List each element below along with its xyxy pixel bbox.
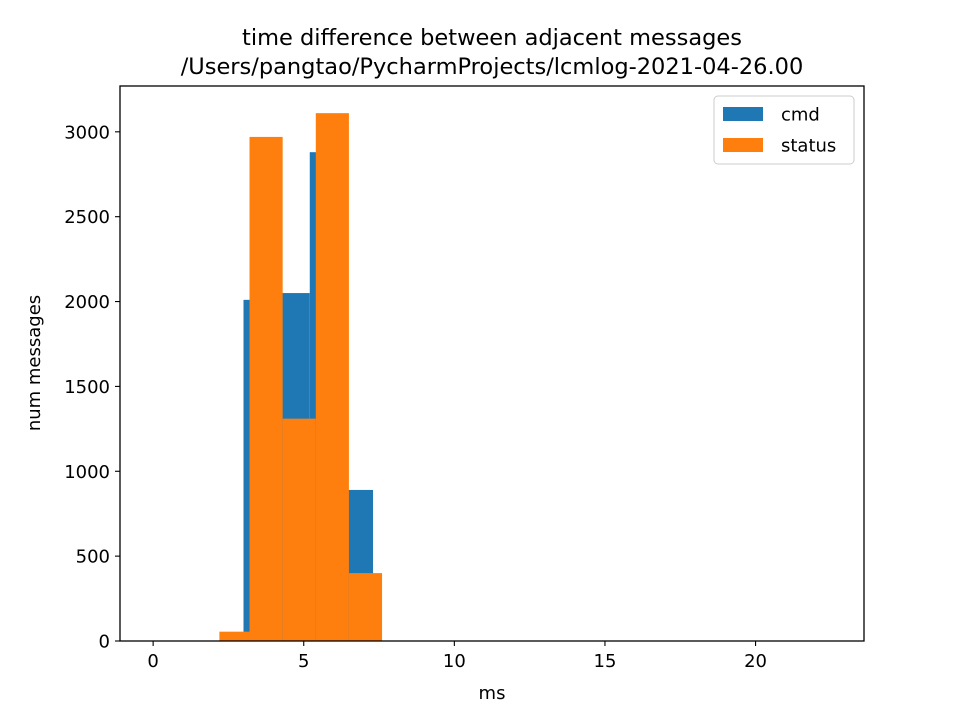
x-axis-label: ms [479, 683, 506, 704]
legend-swatch-status [723, 138, 763, 152]
x-tick-label-15: 15 [594, 651, 617, 672]
status-bar-2 [282, 418, 316, 641]
y-tick-label-1000: 1000 [64, 462, 110, 483]
plot-frame [119, 85, 865, 642]
y-tick-label-1500: 1500 [64, 377, 110, 398]
legend-swatch-cmd [723, 107, 763, 121]
status-bar-1 [249, 136, 283, 642]
y-tick-label-500: 500 [76, 547, 110, 568]
x-tick-label-5: 5 [298, 651, 309, 672]
x-tick-label-0: 0 [147, 651, 158, 672]
y-tick-label-2000: 2000 [64, 292, 110, 313]
x-tick-label-20: 20 [744, 651, 767, 672]
chart-title-line-1: time difference between adjacent message… [242, 25, 742, 51]
y-tick-label-2500: 2500 [64, 207, 110, 228]
y-tick-label-3000: 3000 [64, 122, 110, 143]
y-axis-label: num messages [24, 295, 45, 431]
y-tick-label-0: 0 [99, 632, 110, 653]
legend-label-status: status [781, 136, 836, 157]
status-bar-0 [219, 631, 250, 641]
x-tick-label-10: 10 [443, 651, 466, 672]
status-bar-3 [315, 113, 349, 641]
chart-title-line-2: /Users/pangtao/PycharmProjects/lcmlog-20… [181, 54, 804, 80]
status-bar-4 [348, 573, 383, 641]
legend: cmd status [713, 95, 855, 165]
series-status [219, 113, 383, 642]
x-axis-ticks: 0 5 10 15 20 [147, 641, 767, 672]
y-axis-ticks: 0 500 1000 1500 2000 2500 3000 [64, 122, 120, 653]
legend-label-cmd: cmd [781, 105, 820, 126]
bars-layer [219, 113, 383, 642]
